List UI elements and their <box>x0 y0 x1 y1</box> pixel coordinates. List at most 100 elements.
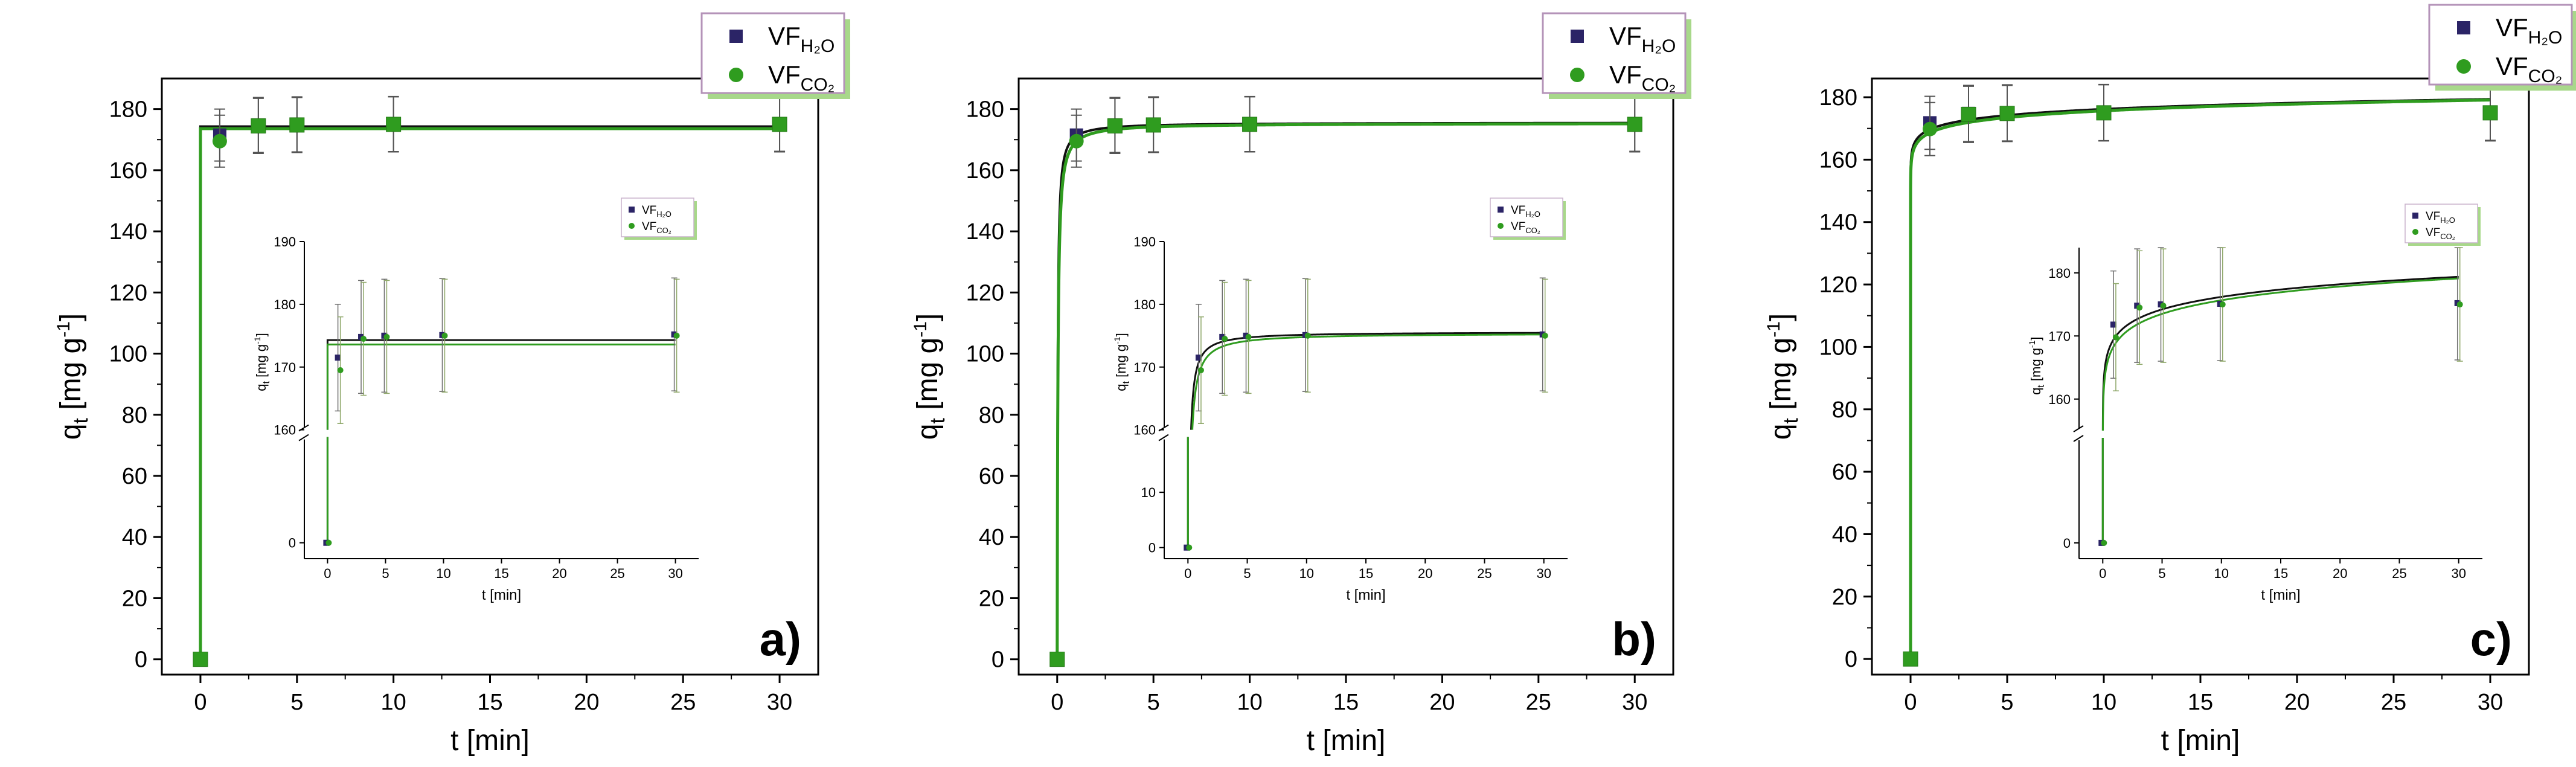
y-tick-label: 160 <box>966 158 1004 184</box>
x-tick-label: 10 <box>1237 690 1262 715</box>
x-tick-label: 20 <box>1429 690 1455 715</box>
inset-point-h2o <box>2110 321 2116 328</box>
panel-label: b) <box>1612 612 1656 666</box>
inset-point-h2o <box>358 333 365 340</box>
inset-y-tick-label: 0 <box>289 536 296 551</box>
inset-y-label-sup: -1 <box>2027 340 2037 348</box>
inset-legend-marker-co2 <box>2412 229 2418 235</box>
inset-chart: 0 5 10 15 20 25 30 160 170 180 190 0 10 t [min] qt [mg… <box>1112 197 1568 603</box>
y-axis-label: qt [mg g-1] <box>54 313 92 440</box>
inset-x-tick-label: 10 <box>436 566 450 581</box>
inset-x-tick-label: 20 <box>552 566 566 581</box>
x-tick-label: 5 <box>1147 690 1160 715</box>
legend: VFH₂O VFCO₂ <box>2428 4 2576 91</box>
legend-label-subscript: CO₂ <box>801 75 835 95</box>
x-tick-label: 30 <box>1622 690 1647 715</box>
data-point-co2 <box>2096 105 2112 121</box>
inset-x-tick-label: 25 <box>1477 566 1491 581</box>
inset-point-co2 <box>360 336 367 342</box>
data-point-co2 <box>1049 652 1065 667</box>
inset-y-tick-label: 0 <box>1149 541 1156 556</box>
inset-fit-curve-h2o <box>1190 332 1544 430</box>
inset-x-tick-label: 0 <box>2099 566 2106 581</box>
y-tick-label: 60 <box>979 464 1004 489</box>
inset-point-co2 <box>1197 367 1204 373</box>
y-tick-label: 100 <box>1819 335 1857 360</box>
x-tick-label: 15 <box>477 690 502 715</box>
legend-marker-h2o <box>729 30 743 43</box>
inset-point-co2 <box>383 333 390 340</box>
inset-point-co2 <box>673 332 680 339</box>
x-tick-label: 5 <box>2001 690 2013 715</box>
inset-point-h2o <box>2134 303 2141 309</box>
legend-label: VFCO₂ <box>2496 52 2562 86</box>
inset-legend-marker-co2 <box>629 223 635 229</box>
y-tick-label: 0 <box>135 647 147 673</box>
panel-label: c) <box>2470 612 2512 666</box>
inset-legend-prefix: VF <box>642 204 656 217</box>
inset-legend-label: VFCO₂ <box>642 220 671 235</box>
y-label-sub: t <box>69 418 92 424</box>
inset-point-co2 <box>1304 332 1311 339</box>
inset-axis-break-mark <box>2073 425 2084 432</box>
inset-point-co2 <box>2112 334 2119 341</box>
inset-x-tick-label: 20 <box>1418 566 1432 581</box>
x-tick-label: 5 <box>290 690 303 715</box>
inset-x-tick-label: 5 <box>1243 566 1251 581</box>
inset-y-tick-label: 180 <box>2048 266 2071 281</box>
inset-legend-subscript: H₂O <box>1525 210 1540 219</box>
inset-point-co2 <box>2160 303 2167 309</box>
inset-fit-curve-h2o <box>326 339 676 430</box>
inset-legend-box <box>1490 197 1563 237</box>
data-point-co2 <box>251 118 266 133</box>
legend-label-prefix: VF <box>1609 22 1642 50</box>
x-tick-label: 30 <box>2478 690 2503 715</box>
inset-legend-subscript: H₂O <box>656 210 671 219</box>
inset-x-tick-label: 10 <box>1299 566 1314 581</box>
y-label-end: ] <box>912 313 944 321</box>
legend-label: VFCO₂ <box>1609 60 1676 95</box>
legend-box <box>700 12 845 94</box>
data-point-co2 <box>193 652 208 667</box>
y-tick-label: 20 <box>1832 585 1857 610</box>
y-tick-label: 20 <box>122 586 147 611</box>
legend-label: VFH₂O <box>2496 13 2562 48</box>
inset-x-axis-label: t [min] <box>1346 587 1385 603</box>
inset-legend-prefix: VF <box>642 220 656 233</box>
inset-point-co2 <box>2219 301 2226 308</box>
inset-x-axis-label: t [min] <box>482 587 521 603</box>
inset-y-label-end: ] <box>2028 336 2043 340</box>
y-tick-label: 100 <box>966 342 1004 367</box>
panel-label: a) <box>760 612 801 666</box>
y-tick-label: 140 <box>966 219 1004 245</box>
inset-x-tick-label: 5 <box>382 566 389 581</box>
legend-label: VFH₂O <box>768 22 835 56</box>
inset-axis-break-mark <box>1158 434 1169 441</box>
inset-x-tick-label: 30 <box>1536 566 1551 581</box>
x-axis-label: t [min] <box>450 725 530 757</box>
inset-y-tick-label: 160 <box>274 423 296 438</box>
inset-x-tick-label: 15 <box>2273 566 2288 581</box>
inset-point-co2 <box>325 539 332 546</box>
y-tick-label: 180 <box>1819 85 1857 111</box>
inset-y-axis-label: qt [mg g-1] <box>1112 333 1132 391</box>
inset-point-h2o <box>1219 333 1226 340</box>
inset-y-label-end: ] <box>254 333 269 336</box>
legend-label-prefix: VF <box>2496 52 2528 80</box>
inset-legend-marker-co2 <box>1498 223 1504 229</box>
y-tick-label: 40 <box>1832 522 1857 547</box>
y-label-unit: [mg g <box>1765 338 1797 418</box>
y-label-sub: t <box>1780 418 1802 424</box>
data-point-co2 <box>212 133 227 149</box>
x-tick-label: 25 <box>1526 690 1551 715</box>
x-tick-label: 0 <box>1051 690 1063 715</box>
inset-legend-subscript: H₂O <box>2440 216 2455 225</box>
inset-y-label-sup: -1 <box>1112 336 1122 344</box>
y-tick-label: 180 <box>109 97 147 123</box>
data-point-co2 <box>1107 118 1123 133</box>
inset-legend-label: VFH₂O <box>1511 204 1540 219</box>
